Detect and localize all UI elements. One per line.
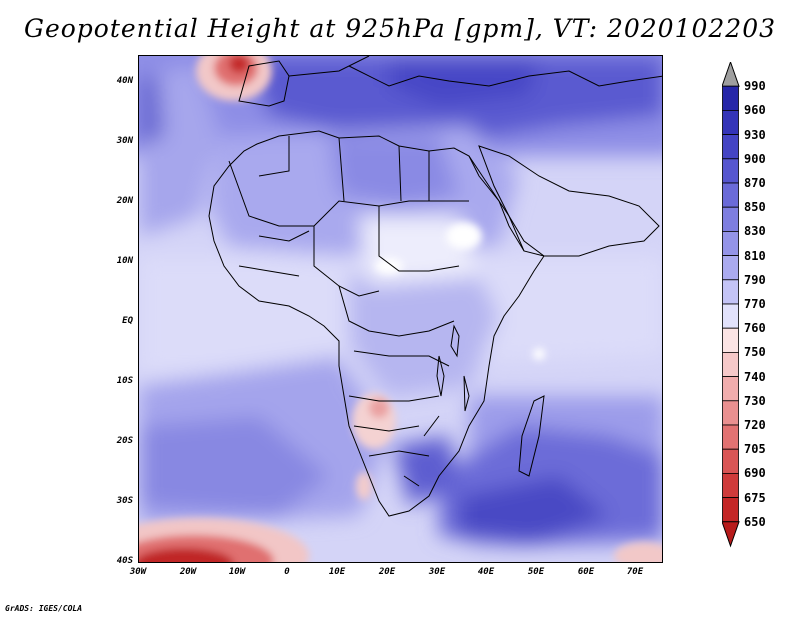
map-canvas xyxy=(139,56,662,562)
colorbar-swatch xyxy=(722,255,739,281)
colorbar-bottom-arrow xyxy=(722,521,740,548)
lat-label: 30N xyxy=(116,136,133,146)
lon-label: 30W xyxy=(129,567,147,577)
colorbar-swatch xyxy=(722,497,739,523)
lon-label: 40E xyxy=(477,567,495,577)
lat-label: 10S xyxy=(116,376,133,386)
colorbar-swatch xyxy=(722,448,739,474)
lat-label: 40N xyxy=(116,76,133,86)
colorbar-swatch xyxy=(722,110,739,136)
colorbar-swatch xyxy=(722,85,739,111)
lon-label: 20E xyxy=(378,567,396,577)
height-field xyxy=(139,56,662,546)
colorbar-label: 830 xyxy=(744,224,766,239)
low-pressure-areas xyxy=(139,56,662,562)
colorbar-swatch xyxy=(722,376,739,402)
colorbar-swatch xyxy=(722,400,739,426)
colorbar-swatch xyxy=(722,230,739,256)
colorbar-label: 720 xyxy=(744,418,766,432)
lon-label: 50E xyxy=(527,567,545,577)
colorbar-label: 870 xyxy=(744,176,766,190)
colorbar-label: 650 xyxy=(744,514,766,529)
colorbar-label: 750 xyxy=(744,345,766,360)
colorbar-swatch xyxy=(722,351,739,377)
colorbar-swatch xyxy=(722,206,739,232)
colorbar-label: 810 xyxy=(744,248,766,263)
colorbar-swatch xyxy=(722,158,739,184)
lon-label: 0 xyxy=(284,567,290,577)
colorbar-top-arrow xyxy=(722,62,740,87)
colorbar-swatch xyxy=(722,134,739,160)
lat-label: 20N xyxy=(116,196,133,206)
colorbar-swatch xyxy=(722,327,739,353)
lon-label: 60E xyxy=(577,567,595,577)
lon-label: 20W xyxy=(179,567,197,577)
colorbar-swatch xyxy=(722,279,739,305)
map-title: Geopotential Height at 925hPa [gpm], VT:… xyxy=(23,14,777,43)
lon-label: 30E xyxy=(428,567,446,577)
colorbar-swatches xyxy=(722,62,740,548)
colorbar-label: 850 xyxy=(744,200,766,215)
colorbar-swatch xyxy=(722,182,739,208)
colorbar-label: 930 xyxy=(744,127,766,142)
colorbar-label: 705 xyxy=(744,442,766,457)
lat-label: EQ xyxy=(122,316,133,326)
colorbar-label: 960 xyxy=(744,103,766,118)
lat-label: 20S xyxy=(116,436,133,446)
colorbar-label: 760 xyxy=(744,321,766,336)
colorbar-swatch xyxy=(722,303,739,329)
coastlines xyxy=(208,56,662,517)
colorbar-label: 900 xyxy=(744,151,766,166)
credit-text: GrADS: IGES/COLA xyxy=(5,604,83,613)
colorbar-label: 740 xyxy=(744,369,766,384)
colorbar-label: 770 xyxy=(744,297,766,311)
colorbar-swatch xyxy=(722,472,739,498)
lat-label: 40S xyxy=(116,556,133,566)
lat-label: 10N xyxy=(116,256,133,266)
map-panel xyxy=(138,55,663,563)
colorbar-swatch xyxy=(722,424,739,450)
colorbar-label: 690 xyxy=(744,466,766,481)
colorbar-label: 730 xyxy=(744,393,766,408)
lon-label: 70E xyxy=(626,567,644,577)
lon-label: 10E xyxy=(328,567,346,577)
colorbar-label: 990 xyxy=(744,79,766,94)
lon-label: 10W xyxy=(228,567,246,577)
colorbar-label: 675 xyxy=(744,490,766,505)
lat-label: 30S xyxy=(116,496,133,506)
colorbar-label: 790 xyxy=(744,272,766,287)
